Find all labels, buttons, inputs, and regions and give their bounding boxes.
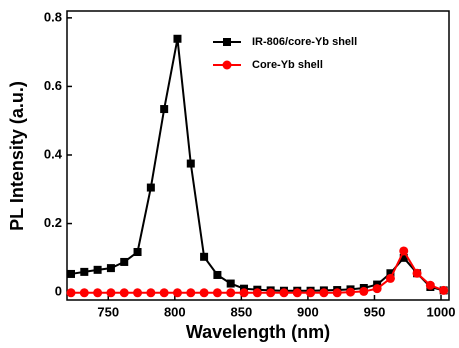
series-line (70, 38, 444, 292)
y-tick-label: 0.6 (44, 78, 62, 93)
point (172, 288, 182, 298)
point (226, 279, 235, 288)
legend-label: Core-Yb shell (252, 59, 323, 71)
x-axis-label: Wavelength (nm) (186, 322, 330, 342)
point (292, 288, 302, 298)
y-tick-label: 0.8 (44, 9, 62, 24)
point (346, 287, 356, 297)
point (80, 267, 89, 276)
point (332, 288, 342, 298)
x-tick-label: 1000 (427, 304, 456, 319)
point (306, 288, 316, 298)
point (319, 288, 329, 298)
point (133, 248, 142, 257)
point (146, 288, 156, 298)
point (226, 288, 236, 298)
legend-label: IR-806/core-Yb shell (252, 36, 357, 48)
y-tick-label: 0.2 (44, 215, 62, 230)
point (66, 288, 76, 298)
point (186, 159, 195, 168)
point (93, 265, 102, 274)
y-tick-label: 0 (55, 284, 62, 299)
point (386, 269, 395, 278)
point (266, 288, 276, 298)
point (239, 288, 249, 298)
point (66, 269, 75, 278)
point (279, 288, 289, 298)
point (212, 288, 222, 298)
x-tick-label: 900 (297, 304, 319, 319)
y-tick-label: 0.4 (44, 146, 63, 161)
x-tick-label: 950 (364, 304, 386, 319)
legend-marker (222, 60, 232, 70)
plot-frame (66, 10, 450, 301)
x-tick-label: 850 (231, 304, 253, 319)
point (186, 288, 196, 298)
y-axis-label: PL Intensity (a.u.) (7, 81, 27, 231)
point (399, 246, 409, 256)
point (173, 34, 182, 43)
point (385, 273, 395, 283)
point (79, 288, 89, 298)
point (412, 268, 422, 278)
point (119, 288, 129, 298)
point (399, 253, 408, 262)
point (106, 288, 116, 298)
point (252, 288, 262, 298)
point (372, 284, 382, 294)
point (439, 285, 449, 295)
point (106, 264, 115, 273)
point (159, 288, 169, 298)
point (359, 286, 369, 296)
point (120, 257, 129, 266)
point (93, 288, 103, 298)
point (160, 105, 169, 114)
x-tick-label: 750 (97, 304, 119, 319)
point (133, 288, 143, 298)
point (425, 280, 435, 290)
point (146, 183, 155, 192)
point (199, 288, 209, 298)
point (213, 270, 222, 279)
point (200, 252, 209, 261)
x-tick-label: 800 (164, 304, 186, 319)
legend-marker (223, 38, 231, 46)
